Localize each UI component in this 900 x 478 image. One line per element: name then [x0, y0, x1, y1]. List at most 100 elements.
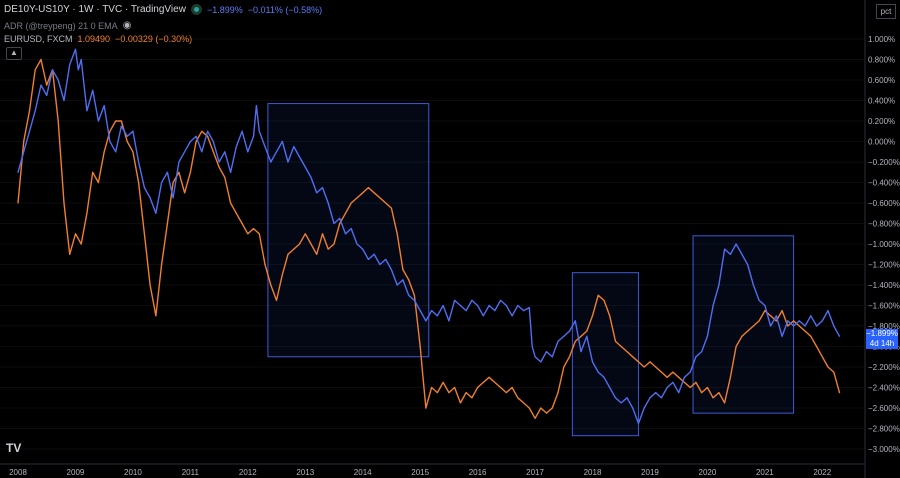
data-point [821, 356, 823, 358]
data-point [390, 269, 392, 271]
data-point [580, 335, 582, 337]
tradingview-logo[interactable]: TV [6, 441, 22, 455]
data-point [212, 151, 214, 153]
data-point [396, 284, 398, 286]
data-point [402, 269, 404, 271]
overlay-legend[interactable]: EURUSD, FXCM 1.09490 −0.00329 (−0.30%) [4, 34, 192, 44]
data-point [247, 233, 249, 235]
data-point [764, 310, 766, 312]
data-point [586, 335, 588, 337]
data-point [172, 197, 174, 199]
data-point [413, 294, 415, 296]
symbol-title[interactable]: DE10Y-US10Y · 1W · TVC · TradingView [4, 4, 186, 15]
data-point [230, 171, 232, 173]
data-point [827, 366, 829, 368]
overlay-change: −0.00329 (−0.30%) [115, 34, 193, 44]
data-point [643, 407, 645, 409]
data-point [821, 320, 823, 322]
highlight-rectangles [267, 103, 795, 437]
data-point [373, 192, 375, 194]
data-point [109, 140, 111, 143]
x-tick-label: 2012 [239, 468, 257, 477]
data-point [482, 315, 484, 317]
data-point [321, 233, 324, 235]
data-point [793, 325, 795, 327]
data-point [551, 356, 553, 358]
data-point [304, 166, 306, 168]
bar-countdown: 4d 14h [869, 339, 895, 348]
data-point [833, 325, 835, 327]
overlay-price: 1.09490 [77, 34, 111, 44]
data-point [511, 315, 513, 317]
data-point [632, 356, 634, 358]
data-point [482, 381, 484, 383]
data-point [448, 320, 450, 322]
data-point [580, 351, 582, 353]
x-tick-label: 2010 [124, 468, 142, 477]
data-point [752, 325, 755, 327]
data-point [155, 315, 157, 317]
data-point [649, 361, 651, 363]
x-tick-label: 2008 [9, 468, 27, 477]
data-point [609, 386, 611, 389]
data-point [454, 386, 456, 389]
data-point [120, 125, 122, 127]
data-point [281, 140, 283, 143]
data-point [724, 248, 726, 250]
data-point [80, 243, 82, 245]
data-point [201, 130, 203, 132]
data-point [838, 392, 841, 394]
data-point [241, 130, 243, 132]
data-point [747, 263, 749, 266]
data-point [281, 274, 283, 276]
overlay-symbol[interactable]: EURUSD, FXCM [4, 34, 73, 44]
data-point [591, 315, 594, 317]
data-point [770, 325, 772, 327]
x-tick-label: 2011 [182, 468, 200, 477]
data-point [74, 48, 77, 50]
data-point [172, 181, 174, 184]
data-point [827, 310, 829, 312]
data-point [166, 171, 168, 173]
data-point [724, 402, 726, 404]
data-point [494, 310, 496, 312]
data-point [103, 105, 105, 107]
data-point [413, 299, 415, 301]
data-point [528, 307, 530, 309]
indicator-legend[interactable]: ADR (@treypeng) 21 0 EMA ◉ [4, 20, 131, 31]
market-status-icon [190, 4, 202, 15]
data-point [614, 340, 617, 342]
data-point [408, 294, 410, 296]
data-point [218, 161, 220, 163]
data-point [471, 299, 473, 301]
x-tick-label: 2014 [354, 468, 372, 477]
data-point [591, 361, 594, 363]
x-tick-label: 2013 [296, 468, 314, 477]
data-point [344, 233, 347, 235]
data-point [184, 151, 186, 153]
percent-scale-button[interactable]: pct [876, 4, 896, 19]
data-point [235, 212, 237, 214]
data-point [431, 310, 433, 312]
data-point [373, 253, 375, 255]
data-point [356, 243, 358, 245]
data-point [57, 120, 59, 122]
data-point [34, 110, 36, 112]
eye-icon[interactable]: ◉ [122, 20, 132, 31]
y-tick-label: 0.800% [868, 56, 895, 65]
y-tick-label: −0.400% [868, 179, 900, 188]
indicator-label[interactable]: ADR (@treypeng) 21 0 EMA [4, 20, 118, 31]
data-point [471, 397, 473, 399]
data-point [775, 320, 777, 322]
caret-up-icon[interactable]: ▲ [6, 47, 22, 60]
data-point [459, 402, 461, 404]
highlight-rectangle [267, 103, 430, 358]
data-point [534, 417, 536, 419]
data-point [517, 397, 519, 399]
x-tick-label: 2019 [641, 468, 659, 477]
data-point [649, 397, 651, 399]
data-point [741, 253, 743, 255]
data-point [77, 69, 79, 71]
data-point [557, 340, 559, 342]
